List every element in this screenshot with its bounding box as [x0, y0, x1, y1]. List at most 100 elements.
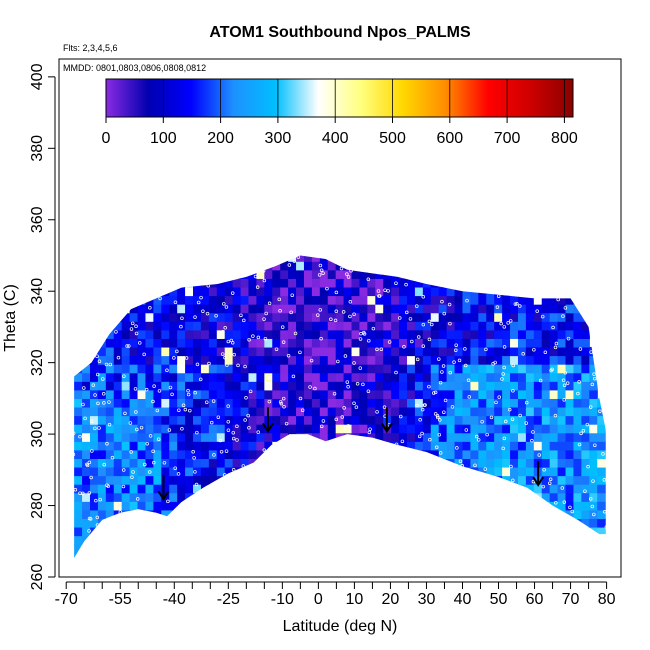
heatmap-cell [470, 466, 479, 477]
heatmap-cell [517, 381, 527, 391]
heatmap-cell [407, 389, 416, 399]
heatmap-cell [208, 364, 218, 374]
heatmap-cell [359, 304, 368, 314]
observation-point [199, 295, 203, 300]
heatmap-cell [121, 389, 131, 399]
heatmap-cell [533, 441, 543, 451]
heatmap-cell [541, 424, 551, 434]
heatmap-cell [478, 338, 487, 348]
observation-point [127, 344, 131, 348]
observation-point [243, 364, 247, 369]
heatmap-cell [280, 424, 289, 434]
heatmap-cell [248, 466, 258, 477]
observation-point [590, 504, 595, 509]
heatmap-cell [232, 415, 242, 425]
heatmap-cell [169, 304, 178, 314]
heatmap-cell [129, 398, 139, 408]
heatmap-cell [549, 389, 559, 399]
x-tick-label: 60 [526, 591, 544, 608]
heatmap-cell [343, 415, 353, 425]
heatmap-cell [121, 304, 131, 314]
heatmap-cell [177, 372, 186, 382]
observation-point [377, 294, 381, 298]
heatmap-cell [311, 338, 321, 348]
heatmap-cell [351, 389, 361, 399]
observation-point [334, 290, 339, 295]
observation-point [474, 434, 479, 439]
observation-point [503, 419, 508, 424]
heatmap-cell [240, 441, 250, 451]
heatmap-cell [407, 372, 416, 382]
observation-point [366, 277, 371, 282]
heatmap-cell [533, 424, 543, 434]
heatmap-cell [185, 286, 194, 297]
heatmap-cell [486, 398, 495, 408]
heatmap-cell [264, 261, 273, 271]
heatmap-cell [89, 398, 99, 408]
heatmap-cell [105, 518, 115, 528]
observation-point [188, 408, 192, 413]
heatmap-cell [89, 509, 99, 520]
heatmap-cell [407, 381, 416, 391]
heatmap-cell [296, 255, 305, 262]
heatmap-cell [105, 501, 115, 511]
observation-point [334, 417, 339, 422]
heatmap-cell [597, 535, 606, 545]
observation-point [483, 467, 488, 471]
heatmap-cell [494, 312, 503, 322]
heatmap-cell [82, 372, 91, 382]
heatmap-cell [232, 304, 242, 314]
heatmap-cell [208, 415, 218, 425]
heatmap-cell [391, 338, 400, 348]
heatmap-cell [272, 255, 281, 262]
heatmap-cell [311, 321, 321, 331]
heatmap-cell [517, 484, 527, 494]
heatmap-cell [359, 441, 368, 451]
heatmap-cell [414, 338, 424, 348]
heatmap-cell [161, 364, 170, 374]
heatmap-cell [383, 329, 392, 339]
heatmap-cell [391, 424, 400, 434]
heatmap-cell [430, 286, 440, 297]
heatmap-cell [216, 415, 226, 425]
heatmap-cell [89, 355, 99, 365]
heatmap-cell [478, 458, 487, 468]
heatmap-cell [232, 346, 242, 357]
observation-point [116, 355, 121, 360]
heatmap-cell [327, 441, 337, 451]
heatmap-cell [589, 449, 598, 459]
heatmap-cell [478, 475, 487, 485]
heatmap-cell [97, 484, 107, 494]
observation-point [416, 335, 421, 339]
heatmap-cell [89, 432, 99, 442]
heatmap-cell [391, 286, 400, 297]
observation-point [198, 377, 203, 382]
heatmap-cell [327, 355, 337, 365]
heatmap-cell [438, 372, 448, 382]
heatmap-cell [232, 329, 242, 339]
heatmap-cell [89, 535, 99, 545]
heatmap-cell [438, 312, 448, 322]
y-tick-label: 280 [29, 492, 46, 519]
heatmap-cell [343, 398, 353, 408]
dates-label: MMDD: 0801,0803,0806,0808,0812 [63, 63, 206, 73]
heatmap-cell [573, 381, 582, 391]
heatmap-cell [565, 424, 575, 434]
heatmap-cell [193, 475, 202, 485]
observation-point [309, 358, 314, 363]
observation-point [502, 365, 506, 370]
x-tick-label: -55 [109, 591, 132, 608]
heatmap-cell [565, 295, 575, 305]
heatmap-cell [343, 321, 353, 331]
heatmap-cell [200, 286, 210, 297]
heatmap-cell [169, 338, 178, 348]
observation-point [222, 302, 226, 306]
heatmap-cell [383, 286, 392, 297]
heatmap-cell [185, 406, 194, 417]
heatmap-cell [161, 432, 170, 442]
heatmap-cell [288, 278, 297, 288]
heatmap-cell [525, 406, 535, 417]
heatmap-cell [113, 389, 123, 399]
heatmap-cell [97, 346, 107, 357]
heatmap-cell [137, 509, 147, 520]
